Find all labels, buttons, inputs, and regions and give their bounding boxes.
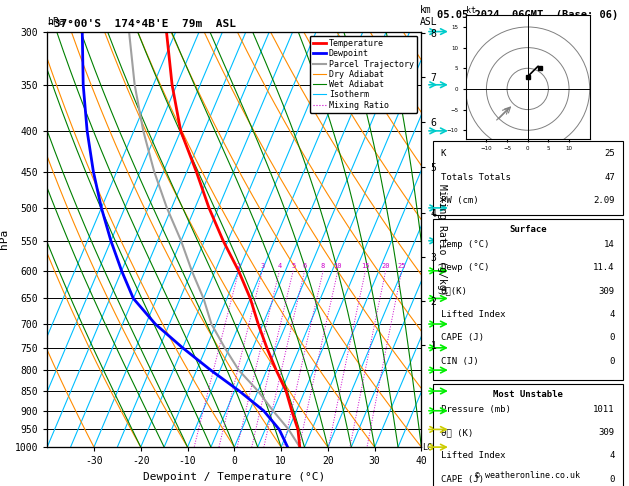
Text: 5: 5: [291, 263, 295, 269]
Text: hPa: hPa: [47, 17, 65, 27]
Text: 20: 20: [381, 263, 390, 269]
Text: 3: 3: [260, 263, 264, 269]
Y-axis label: hPa: hPa: [0, 229, 9, 249]
Text: 47: 47: [604, 173, 615, 182]
Text: 0: 0: [610, 357, 615, 365]
Text: 1011: 1011: [593, 405, 615, 414]
X-axis label: Dewpoint / Temperature (°C): Dewpoint / Temperature (°C): [143, 472, 325, 482]
Text: CAPE (J): CAPE (J): [441, 333, 484, 342]
Text: 0: 0: [610, 475, 615, 484]
Text: 25: 25: [604, 149, 615, 158]
Text: Lifted Index: Lifted Index: [441, 310, 505, 319]
Text: 11.4: 11.4: [593, 263, 615, 272]
Text: K: K: [441, 149, 446, 158]
Text: 4: 4: [277, 263, 282, 269]
Text: CAPE (J): CAPE (J): [441, 475, 484, 484]
Text: 2: 2: [237, 263, 241, 269]
Text: 4: 4: [610, 310, 615, 319]
Text: PW (cm): PW (cm): [441, 196, 478, 205]
Text: Lifted Index: Lifted Index: [441, 451, 505, 460]
Text: 05.05.2024  06GMT  (Base: 06): 05.05.2024 06GMT (Base: 06): [437, 10, 618, 20]
Text: LCL: LCL: [422, 443, 437, 451]
Text: θᴄ(K): θᴄ(K): [441, 287, 467, 295]
Legend: Temperature, Dewpoint, Parcel Trajectory, Dry Adiabat, Wet Adiabat, Isotherm, Mi: Temperature, Dewpoint, Parcel Trajectory…: [309, 36, 417, 113]
Text: © weatheronline.co.uk: © weatheronline.co.uk: [476, 471, 580, 480]
Text: Totals Totals: Totals Totals: [441, 173, 511, 182]
Bar: [433, 141, 623, 215]
Text: 309: 309: [599, 287, 615, 295]
Text: Surface: Surface: [509, 225, 547, 234]
Text: Temp (°C): Temp (°C): [441, 240, 489, 249]
Text: 309: 309: [599, 428, 615, 437]
Bar: [433, 383, 623, 486]
Text: 25: 25: [398, 263, 406, 269]
Bar: [433, 219, 623, 380]
Text: Pressure (mb): Pressure (mb): [441, 405, 511, 414]
Text: 8: 8: [321, 263, 325, 269]
Text: 0: 0: [610, 333, 615, 342]
Text: km
ASL: km ASL: [420, 5, 438, 27]
Text: -37°00'S  174°4B'E  79m  ASL: -37°00'S 174°4B'E 79m ASL: [47, 19, 236, 30]
Text: CIN (J): CIN (J): [441, 357, 478, 365]
Text: 4: 4: [610, 451, 615, 460]
Text: 14: 14: [604, 240, 615, 249]
Text: 15: 15: [361, 263, 370, 269]
Text: 6: 6: [303, 263, 307, 269]
Text: θᴄ (K): θᴄ (K): [441, 428, 473, 437]
Text: Most Unstable: Most Unstable: [493, 390, 563, 399]
Y-axis label: Mixing Ratio (g/kg): Mixing Ratio (g/kg): [437, 184, 447, 295]
Text: 10: 10: [333, 263, 342, 269]
Text: 2.09: 2.09: [593, 196, 615, 205]
Text: Dewp (°C): Dewp (°C): [441, 263, 489, 272]
